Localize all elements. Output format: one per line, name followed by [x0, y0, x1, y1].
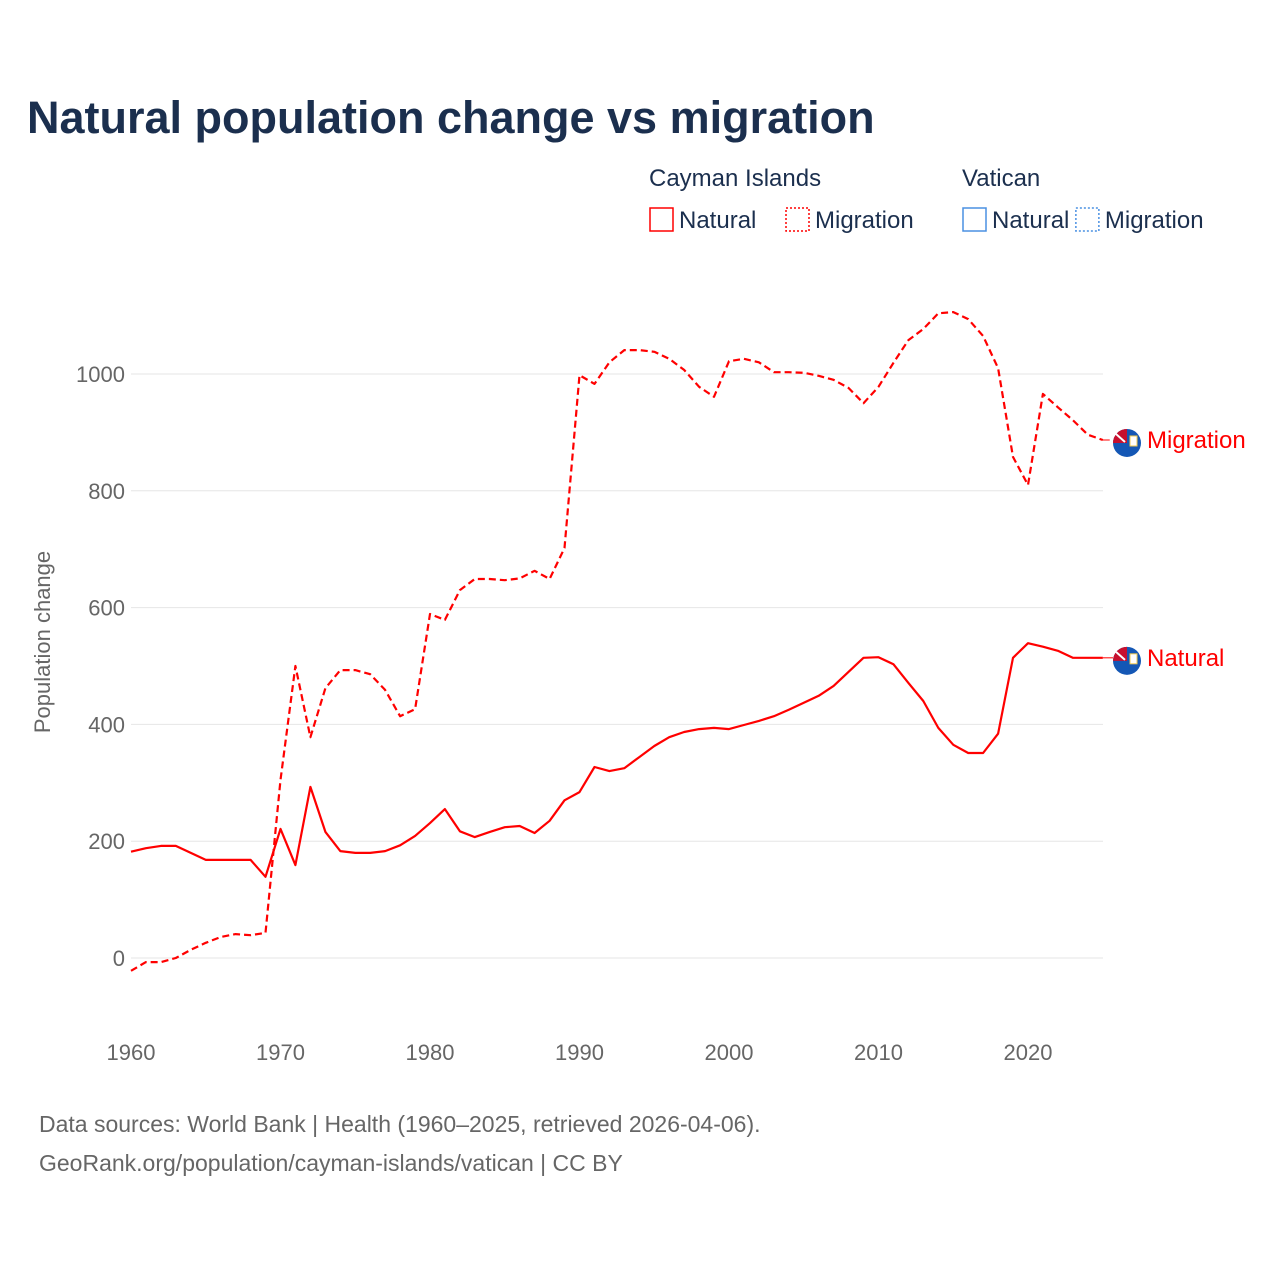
y-tick-label: 400 — [88, 712, 125, 737]
legend-swatch — [649, 207, 674, 232]
x-tick-label: 2020 — [1004, 1040, 1053, 1065]
y-tick-label: 200 — [88, 829, 125, 854]
y-axis: 0 200 400 600 800 1000 — [76, 362, 125, 971]
x-tick-label: 1970 — [256, 1040, 305, 1065]
end-label-natural: Natural — [1147, 645, 1224, 672]
legend-item-migration[interactable]: Migration — [785, 207, 914, 234]
x-tick-label: 1990 — [555, 1040, 604, 1065]
x-axis: 1960 1970 1980 1990 2000 2010 2020 — [107, 1040, 1053, 1065]
series-line-natural — [130, 642, 1103, 878]
legend: Cayman Islands Natural Migration Vatican Nat… — [649, 165, 1204, 234]
chart-title: Natural population change vs migration — [27, 92, 875, 143]
series-lines — [130, 311, 1113, 972]
legend-item-natural[interactable]: Natural — [649, 207, 756, 234]
y-axis-label: Population change — [30, 551, 55, 733]
legend-item-migration[interactable]: Migration — [1075, 207, 1204, 234]
legend-swatch — [785, 207, 810, 232]
legend-label: Migration — [1105, 207, 1204, 234]
legend-swatch — [1075, 207, 1100, 232]
x-tick-label: 2010 — [854, 1040, 903, 1065]
y-tick-label: 0 — [113, 946, 125, 971]
legend-label: Natural — [992, 207, 1069, 234]
legend-label: Migration — [815, 207, 914, 234]
footer-url: GeoRank.org/population/cayman-islands/va… — [39, 1150, 623, 1176]
x-tick-label: 2000 — [705, 1040, 754, 1065]
cayman-flag-icon — [1113, 428, 1141, 457]
series-line-migration — [130, 311, 1104, 972]
x-tick-label: 1960 — [107, 1040, 156, 1065]
legend-label: Natural — [679, 207, 756, 234]
x-tick-label: 1980 — [406, 1040, 455, 1065]
legend-swatch — [962, 207, 987, 232]
grid — [131, 373, 1103, 959]
y-tick-label: 1000 — [76, 362, 125, 387]
legend-item-natural[interactable]: Natural — [962, 207, 1069, 234]
cayman-flag-icon — [1113, 646, 1141, 675]
end-labels: Natural Migration — [1113, 427, 1246, 675]
legend-group-title: Vatican — [962, 165, 1040, 192]
footer-source: Data sources: World Bank | Health (1960–… — [39, 1111, 761, 1137]
end-label-migration: Migration — [1147, 427, 1246, 454]
y-tick-label: 800 — [88, 479, 125, 504]
y-tick-label: 600 — [88, 596, 125, 621]
legend-group-title: Cayman Islands — [649, 165, 821, 192]
